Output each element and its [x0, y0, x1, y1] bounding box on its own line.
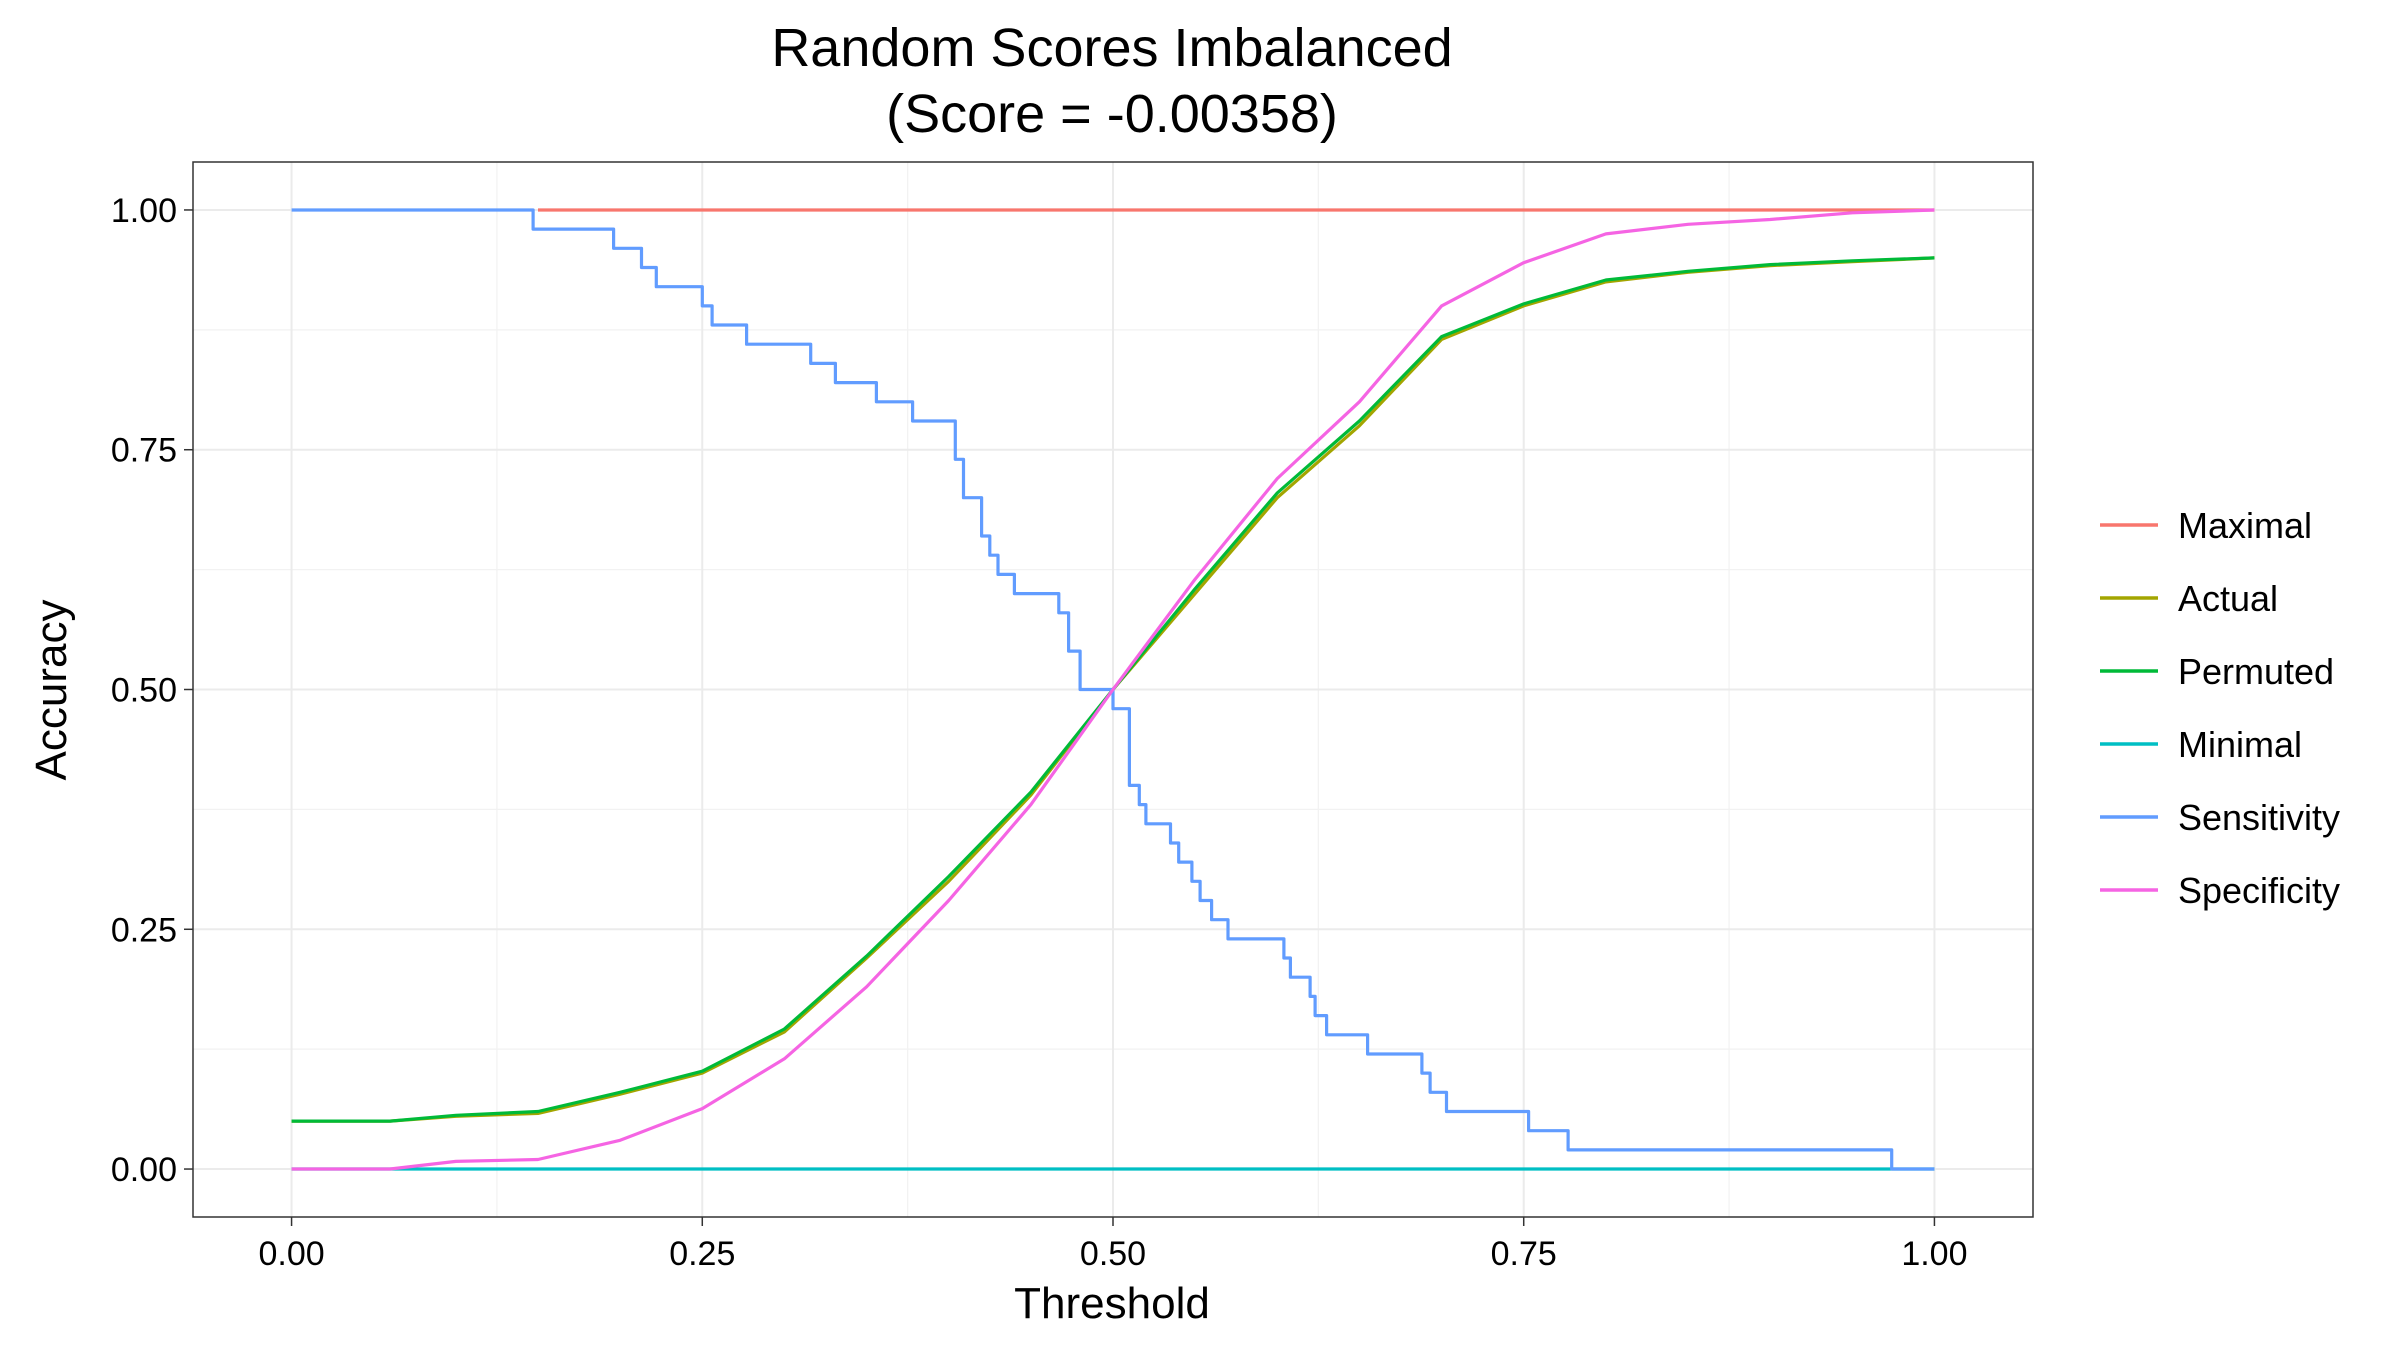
y-tick-label: 1.00 [111, 192, 177, 230]
x-tick-label: 0.25 [669, 1235, 735, 1273]
y-axis-title: Accuracy [27, 600, 76, 781]
chart-subtitle: (Score = -0.00358) [886, 84, 1338, 144]
series-lines [291, 208, 1935, 1171]
y-tick-label: 0.50 [111, 672, 177, 710]
x-tick-label: 0.75 [1491, 1235, 1557, 1273]
legend-item-actual: Actual [2100, 578, 2278, 619]
legend-label-sensitivity: Sensitivity [2178, 797, 2340, 838]
legend-label-actual: Actual [2178, 578, 2278, 619]
legend-item-permuted: Permuted [2100, 651, 2334, 692]
y-tick-label: 0.00 [111, 1151, 177, 1189]
legend-item-maximal: Maximal [2100, 505, 2312, 546]
legend-item-specificity: Specificity [2100, 870, 2340, 911]
legend-item-sensitivity: Sensitivity [2100, 797, 2340, 838]
x-axis-title: Threshold [1014, 1279, 1210, 1328]
legend-label-permuted: Permuted [2178, 651, 2334, 692]
chart-title: Random Scores Imbalanced [771, 18, 1452, 78]
y-tick-label: 0.25 [111, 911, 177, 949]
series-line-specificity [291, 208, 1935, 1171]
legend: Maximal Actual Permuted Minimal Sensitivity S… [2100, 505, 2340, 911]
y-axis: 0.00 0.25 0.50 0.75 1.00 [111, 192, 193, 1189]
x-axis: 0.00 0.25 0.50 0.75 1.00 [258, 1217, 1968, 1273]
y-tick-label: 0.75 [111, 432, 177, 470]
x-tick-label: 0.00 [258, 1235, 324, 1273]
legend-label-maximal: Maximal [2178, 505, 2312, 546]
x-tick-label: 0.50 [1080, 1235, 1146, 1273]
legend-item-minimal: Minimal [2100, 724, 2302, 765]
legend-label-specificity: Specificity [2178, 870, 2340, 911]
legend-label-minimal: Minimal [2178, 724, 2302, 765]
x-tick-label: 1.00 [1901, 1235, 1967, 1273]
series-line-sensitivity [291, 208, 1935, 1171]
